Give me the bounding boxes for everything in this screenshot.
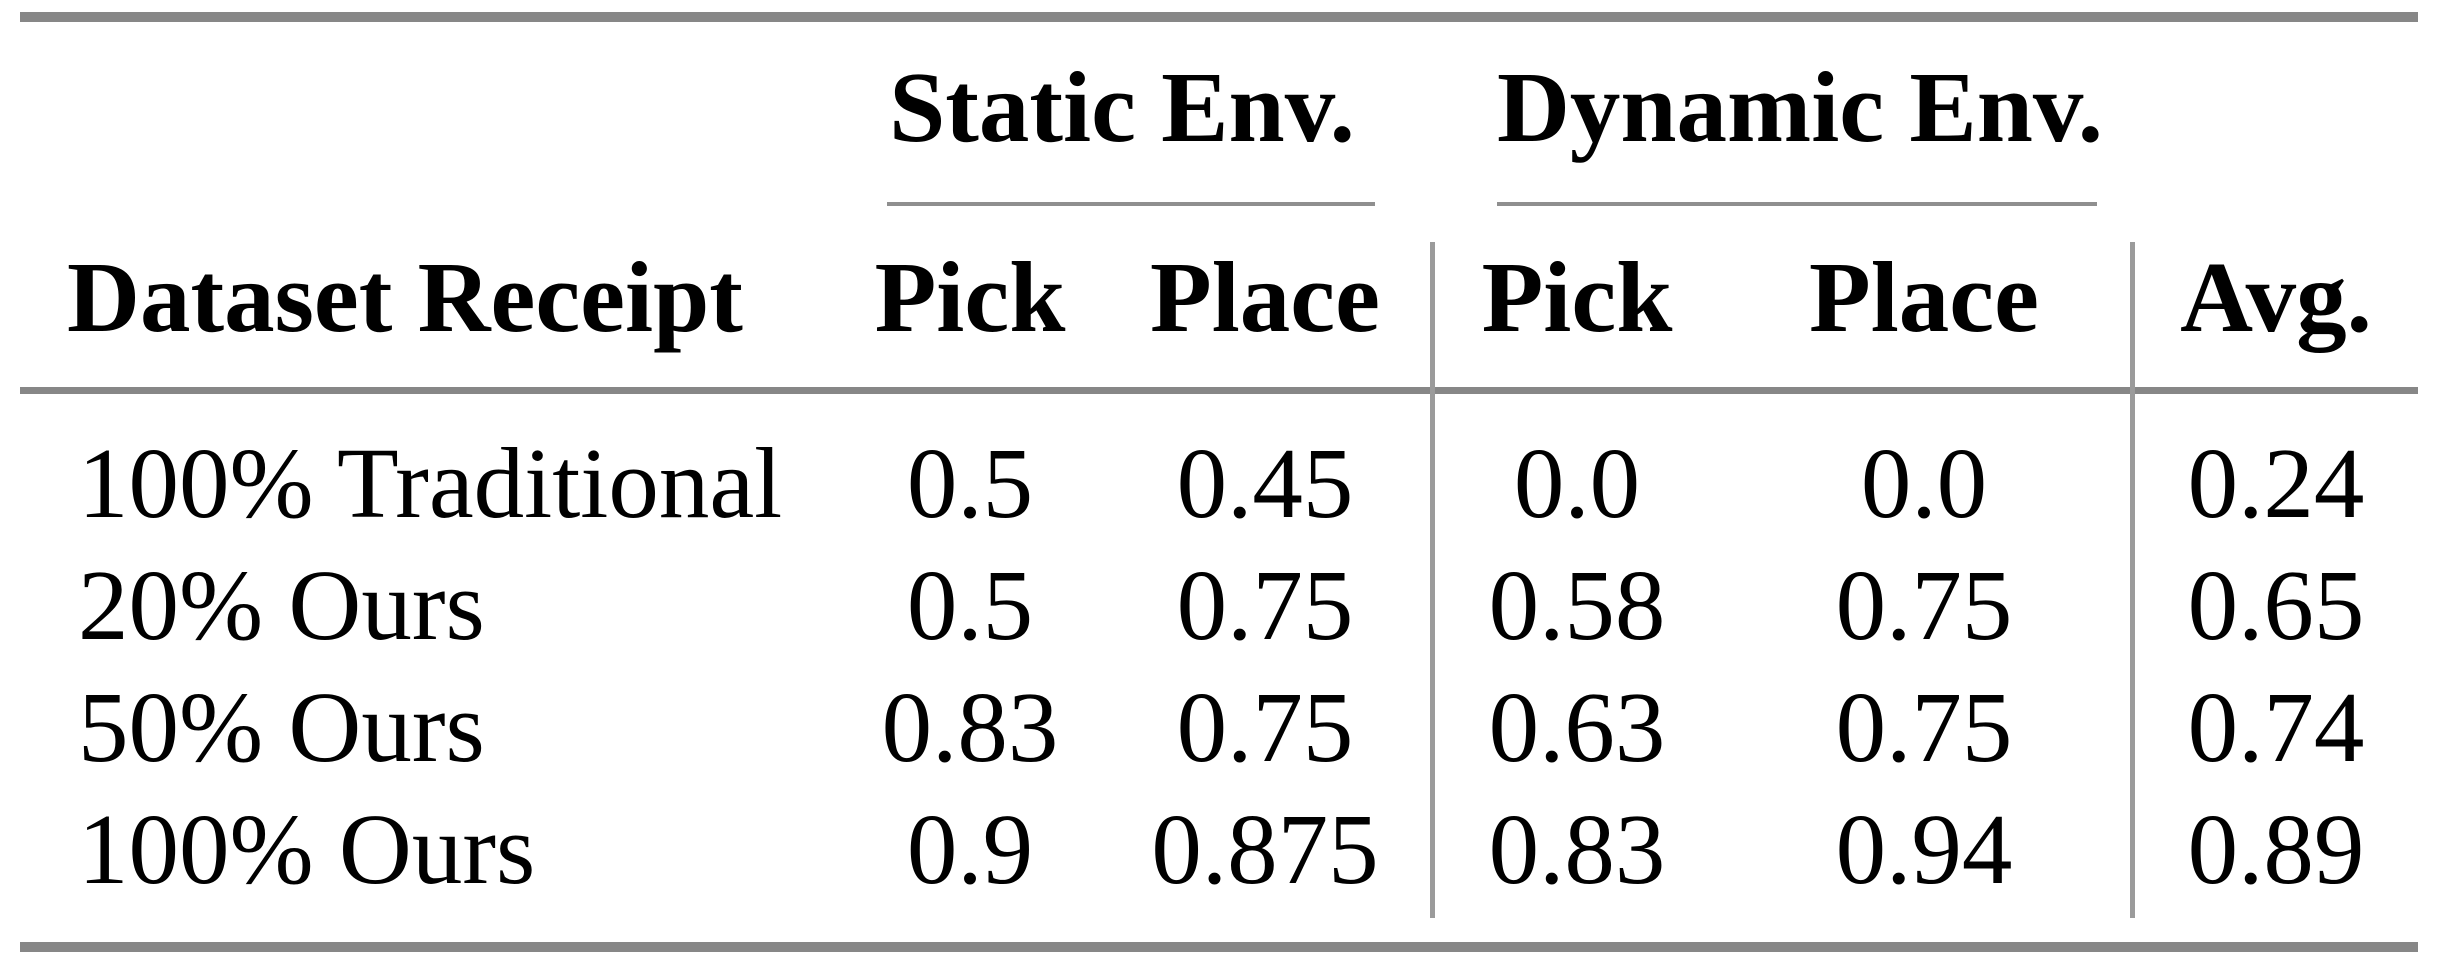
row-label: 20% Ours xyxy=(78,549,485,661)
dynamic-env-cmidrule xyxy=(1497,202,2097,206)
table-cell: 0.45 xyxy=(1176,427,1354,539)
table-cell: 0.9 xyxy=(906,793,1034,905)
dynamic-avg-divider xyxy=(2130,242,2135,918)
table-cell: 0.63 xyxy=(1488,671,1666,783)
bottom-rule xyxy=(20,942,2418,952)
header-static-place: Place xyxy=(1150,241,1380,353)
table-cell: 0.58 xyxy=(1488,549,1666,661)
table-cell: 0.75 xyxy=(1835,671,2013,783)
row-label: 50% Ours xyxy=(78,671,485,783)
static-env-cmidrule xyxy=(887,202,1375,206)
col-group-static-env: Static Env. xyxy=(889,51,1355,163)
col-group-dynamic-env: Dynamic Env. xyxy=(1496,51,2104,163)
table-cell: 0.94 xyxy=(1835,793,2013,905)
table-cell: 0.74 xyxy=(2187,671,2365,783)
table-cell: 0.89 xyxy=(2187,793,2365,905)
top-rule xyxy=(20,12,2418,22)
table-cell: 0.0 xyxy=(1860,427,1988,539)
header-avg: Avg. xyxy=(2180,241,2372,353)
row-label: 100% Traditional xyxy=(78,427,783,539)
table-cell: 0.5 xyxy=(906,549,1034,661)
header-static-pick: Pick xyxy=(874,241,1066,353)
table-cell: 0.75 xyxy=(1176,549,1354,661)
table-cell: 0.65 xyxy=(2187,549,2365,661)
table-cell: 0.75 xyxy=(1176,671,1354,783)
table-cell: 0.5 xyxy=(906,427,1034,539)
table-cell: 0.83 xyxy=(881,671,1059,783)
static-dynamic-divider xyxy=(1430,242,1435,918)
header-dynamic-place: Place xyxy=(1809,241,2039,353)
header-dataset-receipt: Dataset Receipt xyxy=(67,241,743,353)
table-cell: 0.875 xyxy=(1151,793,1379,905)
row-label: 100% Ours xyxy=(78,793,536,905)
table-cell: 0.0 xyxy=(1513,427,1641,539)
table-cell: 0.83 xyxy=(1488,793,1666,905)
header-dynamic-pick: Pick xyxy=(1481,241,1673,353)
table-cell: 0.24 xyxy=(2187,427,2365,539)
mid-rule xyxy=(20,387,2418,394)
table-cell: 0.75 xyxy=(1835,549,2013,661)
